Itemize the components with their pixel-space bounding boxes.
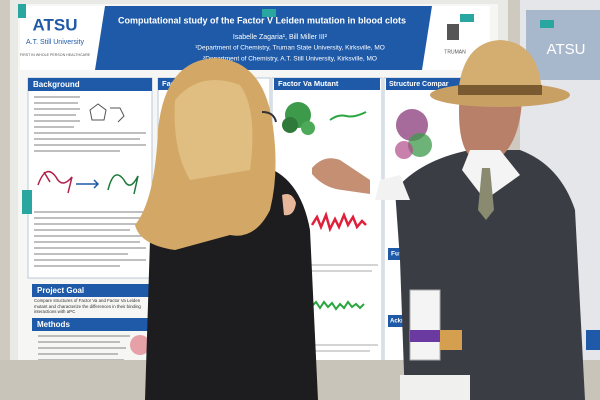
logo-text: ATSU [32, 15, 77, 34]
molecule-diagram [107, 174, 139, 195]
figure-dot [130, 335, 150, 355]
molecule-diagram [37, 170, 73, 194]
goal-text: Compare structures of Factor Va and Fact… [34, 298, 141, 314]
paper [400, 375, 470, 400]
logo-tagline: FIRST IN WHOLE PERSON HEALTHCARE [20, 53, 91, 57]
section-title: Acknow [390, 319, 413, 325]
section-header [274, 78, 380, 90]
pin [18, 4, 26, 18]
body-text-lines [34, 96, 146, 267]
protein-figure [282, 102, 315, 135]
pin [540, 20, 554, 28]
protein-figure [395, 109, 432, 159]
section-title: Project Goal [37, 286, 84, 295]
arrow [76, 179, 100, 189]
pin [460, 14, 474, 22]
partner-logo: TRUMAN [444, 49, 466, 55]
affiliation: ²Department of Chemistry, A.T. Still Uni… [203, 56, 377, 63]
section-header [32, 284, 154, 297]
plot-line [329, 111, 367, 121]
neighbor-header [526, 10, 600, 80]
logo-panel [20, 6, 105, 70]
woman [135, 58, 318, 400]
plot-line [310, 211, 367, 233]
neighbor-section [586, 330, 600, 350]
section-header [28, 78, 152, 91]
goal-text-box: Compare structures of Factor Va and Fact… [34, 298, 141, 314]
neighbor-logo: ATSU [547, 41, 586, 58]
partner-logo-mark [447, 24, 459, 40]
plot-line [311, 300, 365, 311]
man [312, 40, 585, 400]
pin [22, 190, 32, 214]
poster-authors: Isabelle Zagaria¹, Bill Miller III² [233, 34, 328, 41]
pin [262, 9, 276, 17]
section-title: Structure Compar [389, 81, 449, 88]
molecule-diagram [89, 103, 125, 123]
section-header [32, 318, 154, 331]
poster-title: Computational study of the Factor V Leid… [118, 15, 406, 25]
affiliation: ¹Department of Chemistry, Truman State U… [195, 45, 385, 52]
logo-university: A.T. Still University [26, 39, 84, 46]
section-title: Background [33, 80, 80, 89]
body-text-lines [310, 264, 378, 352]
section-title: Methods [37, 320, 70, 329]
section-title: Factor Va Mutant [278, 79, 339, 88]
